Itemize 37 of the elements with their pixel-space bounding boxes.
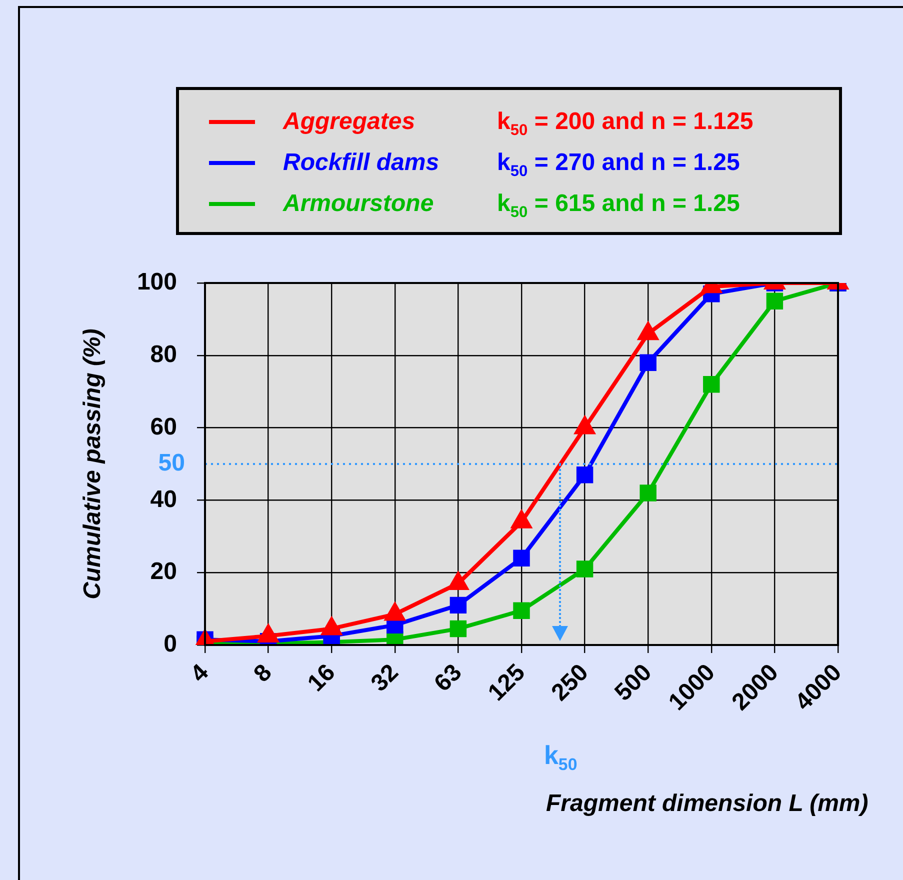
point <box>640 354 656 372</box>
x-tick-label: 4 <box>185 658 214 688</box>
x-tick-label: 250 <box>546 659 594 706</box>
legend-label: Rockfill dams <box>283 149 440 177</box>
y-tick-label: 20 <box>150 558 177 586</box>
point <box>450 596 467 614</box>
y-tick-label: 40 <box>150 486 177 513</box>
legend-label: Armourstone <box>283 190 434 218</box>
point <box>576 466 594 484</box>
ref-line-label: 50 <box>158 450 185 477</box>
legend-label: Aggregates <box>283 108 416 136</box>
point <box>513 602 530 619</box>
point <box>385 603 405 621</box>
y-tick-label: 60 <box>150 413 177 440</box>
y-tick-label: 0 <box>164 630 177 658</box>
text: k$_{50}$ = 270 and n = 1.25 <box>497 149 740 181</box>
y-tick-label: 100 <box>136 268 177 296</box>
x-tick-label: 32 <box>366 659 404 697</box>
point <box>450 620 467 638</box>
text: k$_{50}$ = 200 and n = 1.125 <box>497 108 754 140</box>
y-tick-label: 80 <box>150 341 177 368</box>
point <box>640 484 656 502</box>
point <box>258 624 278 642</box>
point <box>703 376 720 393</box>
point <box>322 618 342 636</box>
x-tick-label: 8 <box>248 659 278 688</box>
x-tick-label: 500 <box>610 659 658 706</box>
x-axis-title: Fragment dimension L (mm) <box>546 790 868 818</box>
x-tick-label: 125 <box>483 659 530 706</box>
x-tick-label: 63 <box>429 659 468 697</box>
y-axis-title: Cumulative passing (%) <box>79 328 106 600</box>
point <box>513 550 530 566</box>
text: k$_{50}$ <box>544 740 578 776</box>
x-tick-label: 16 <box>302 659 341 697</box>
point <box>766 292 784 310</box>
point <box>576 560 594 578</box>
text: k$_{50}$ = 615 and n = 1.25 <box>497 190 740 222</box>
